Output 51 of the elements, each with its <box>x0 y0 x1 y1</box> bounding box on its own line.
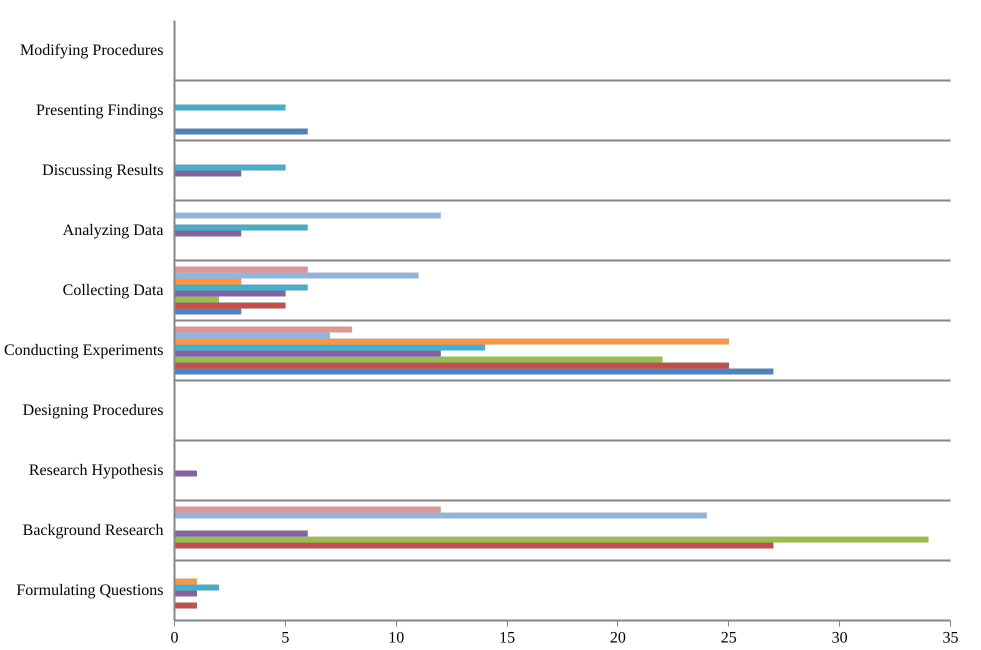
x-tick-label: 0 <box>170 630 178 646</box>
bar <box>174 470 197 476</box>
bar <box>174 530 308 536</box>
x-tick-label: 30 <box>832 630 848 646</box>
bar <box>174 266 308 272</box>
y-tick-label: Modifying Procedures <box>20 42 164 59</box>
bar <box>174 296 220 302</box>
bar <box>174 356 663 362</box>
y-tick-label: Collecting Data <box>62 282 164 299</box>
bar <box>174 230 242 236</box>
bar <box>174 584 220 590</box>
y-tick-label: Research Hypothesis <box>28 462 164 479</box>
bar <box>174 164 286 170</box>
bar <box>174 290 286 296</box>
x-tick-label: 10 <box>388 630 404 646</box>
y-tick-label: Discussing Results <box>42 162 164 179</box>
bar <box>174 308 242 314</box>
y-tick-label: Formulating Questions <box>16 582 164 599</box>
bar <box>174 506 441 512</box>
bar <box>174 104 286 110</box>
bar <box>174 338 730 344</box>
bar <box>174 344 486 350</box>
bar <box>174 278 242 284</box>
bar <box>174 512 707 518</box>
x-tick-label: 20 <box>610 630 626 646</box>
bar <box>174 284 308 290</box>
bar <box>174 542 774 548</box>
bar <box>174 332 330 338</box>
x-tick-label: 15 <box>499 630 516 646</box>
x-tick-label: 25 <box>720 630 737 646</box>
bar <box>174 170 242 176</box>
y-tick-label: Analyzing Data <box>62 222 164 239</box>
x-tick-label: 5 <box>281 630 290 646</box>
y-tick-label: Conducting Experiments <box>4 342 164 359</box>
bar <box>174 302 286 308</box>
bar <box>174 128 308 134</box>
y-tick-label: Presenting Findings <box>36 102 164 119</box>
y-tick-label: Designing Procedures <box>22 402 164 419</box>
bar <box>174 368 774 374</box>
bar <box>174 578 197 584</box>
bar <box>174 362 730 368</box>
bar <box>174 326 352 332</box>
bar <box>174 536 929 542</box>
bar <box>174 602 197 608</box>
bar <box>174 224 308 230</box>
bar <box>174 212 441 218</box>
bar <box>174 350 441 356</box>
bar <box>174 590 197 596</box>
y-tick-label: Background Research <box>22 522 164 539</box>
bar <box>174 272 419 278</box>
x-tick-label: 35 <box>942 630 958 646</box>
